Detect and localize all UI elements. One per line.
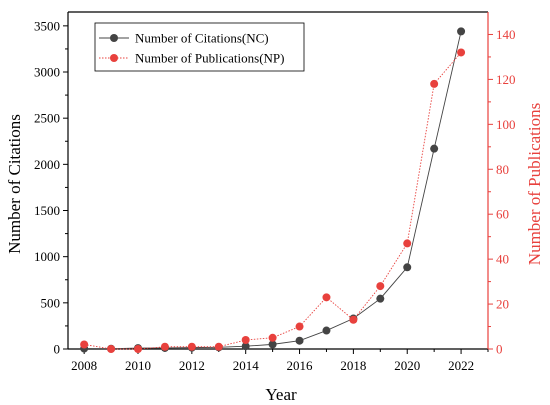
x-tick-label: 2008 (71, 358, 97, 373)
legend-marker (110, 54, 118, 62)
x-tick-label: 2014 (233, 358, 260, 373)
y-axis-right-label: Number of Publications (525, 103, 544, 265)
data-point (107, 345, 116, 353)
legend-marker (110, 34, 118, 42)
y-axis-left-label: Number of Citations (5, 114, 24, 254)
series-layer (80, 27, 466, 353)
x-tick-label: 2022 (448, 358, 474, 373)
legend-label: Number of Publications(NP) (135, 51, 284, 66)
y-left-tick-label: 2500 (34, 111, 60, 126)
data-point (268, 333, 277, 342)
y-left-tick-label: 500 (41, 295, 61, 310)
y-left-tick-label: 0 (54, 342, 61, 357)
y-left-tick-label: 2000 (34, 157, 60, 172)
data-point (403, 263, 412, 272)
x-tick-label: 2010 (125, 358, 151, 373)
y-right-tick-label: 80 (496, 162, 509, 177)
y-left-tick-label: 1000 (34, 249, 60, 264)
series-publications (80, 48, 466, 353)
legend-box (94, 22, 305, 72)
data-point (322, 293, 331, 302)
data-point (187, 342, 196, 351)
data-point (80, 340, 89, 349)
y-left-tick-label: 3500 (34, 18, 60, 33)
data-point (241, 336, 250, 345)
data-point (268, 340, 277, 349)
x-axis-label: Year (265, 385, 297, 404)
data-point (349, 315, 358, 324)
x-tick-label: 2020 (394, 358, 420, 373)
data-point (457, 27, 466, 36)
axes: 2008 2010 2012 2014 2016 2018 2020 202205001000… (34, 11, 516, 373)
y-left-tick-label: 1500 (34, 203, 60, 218)
series-citations (80, 27, 466, 353)
data-point (134, 345, 142, 353)
y-right-tick-label: 120 (496, 72, 516, 87)
y-right-tick-label: 20 (496, 297, 509, 312)
y-right-tick-label: 100 (496, 117, 516, 132)
y-right-tick-label: 140 (496, 27, 516, 42)
data-point (430, 144, 439, 153)
data-point (376, 294, 385, 303)
y-left-tick-label: 3000 (34, 65, 60, 80)
data-point (160, 342, 169, 351)
data-point (403, 239, 412, 248)
data-point (241, 342, 250, 351)
legend-label: Number of Citations(NC) (135, 31, 269, 46)
series-line (84, 31, 462, 350)
y-right-tick-label: 40 (496, 252, 509, 267)
y-right-tick-label: 60 (496, 207, 509, 222)
data-point (430, 79, 439, 88)
data-point (214, 342, 223, 351)
x-tick-label: 2018 (340, 358, 366, 373)
x-tick-label: 2016 (287, 358, 314, 373)
y-right-tick-label: 0 (496, 342, 503, 357)
data-point (457, 48, 466, 57)
data-point (295, 322, 304, 331)
legend: Number of Citations(NC) Number of Publica… (94, 22, 305, 72)
series-line (84, 52, 462, 350)
x-tick-label: 2012 (179, 358, 205, 373)
data-point (295, 336, 304, 345)
data-point (322, 326, 331, 335)
data-point (376, 282, 385, 291)
